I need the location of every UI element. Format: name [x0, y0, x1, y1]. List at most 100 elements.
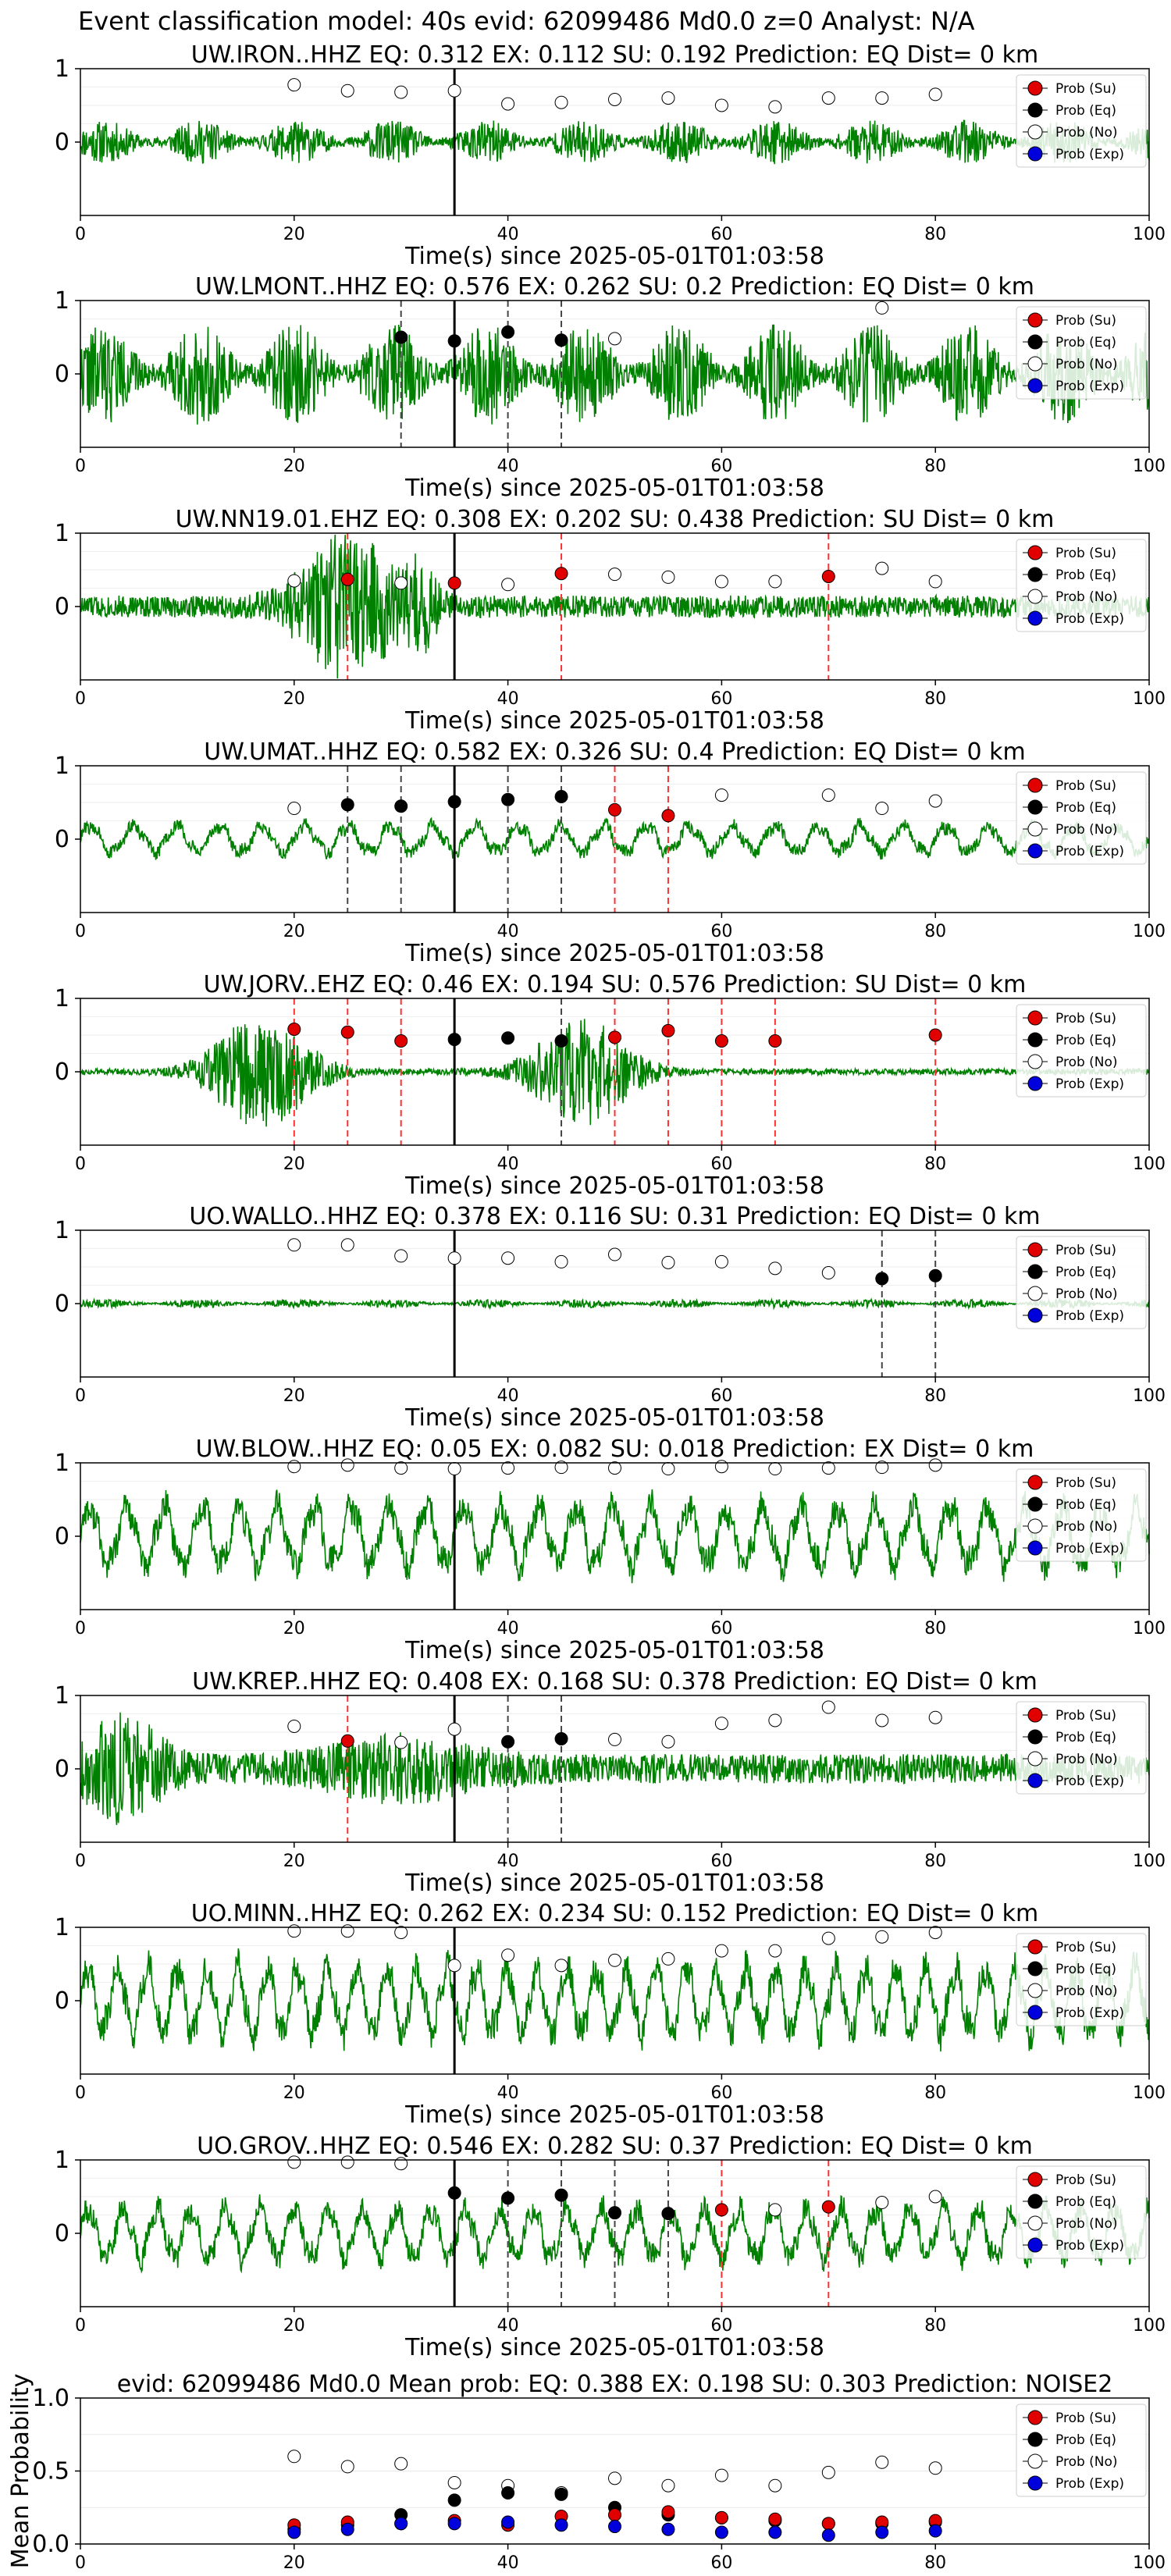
legend-marker-su [1027, 1475, 1043, 1490]
legend-marker-no [1027, 1983, 1043, 1998]
panel-title: UW.NN19.01.EHZ EQ: 0.308 EX: 0.202 SU: 0… [176, 506, 1055, 533]
prob-point-no [714, 1717, 728, 1731]
legend-box [1016, 1933, 1147, 2026]
prob-point-no [768, 575, 782, 589]
mean-point-eq [501, 2486, 515, 2500]
legend-marker-su [1027, 1939, 1043, 1955]
legend-marker-eq [1027, 567, 1043, 582]
y-tick-label: 1 [55, 1914, 69, 1941]
legend-label: Prob (No) [1055, 822, 1118, 838]
prob-point-no [501, 578, 515, 592]
mean-point-exp [340, 2522, 354, 2536]
x-tick-label: 80 [924, 1155, 946, 1174]
prob-point-eq [340, 798, 354, 812]
legend-label: Prob (Su) [1055, 1940, 1116, 1955]
x-tick-label: 100 [1133, 225, 1166, 244]
legend-label: Prob (Exp) [1055, 611, 1124, 627]
legend-label: Prob (Su) [1055, 1475, 1116, 1491]
panel-title: evid: 62099486 Md0.0 Mean prob: EQ: 0.38… [117, 2371, 1113, 2398]
x-tick-label: 40 [497, 2316, 519, 2336]
prob-point-eq [661, 2207, 675, 2221]
legend-marker-exp [1027, 1308, 1043, 1323]
legend-marker-eq [1027, 1032, 1043, 1048]
legend-marker-no [1027, 1054, 1043, 1069]
y-tick-label: 0.5 [32, 2458, 69, 2485]
legend-marker-su [1027, 1010, 1043, 1026]
prob-point-no [661, 91, 675, 105]
prob-point-no [768, 1713, 782, 1727]
x-axis-label: Time(s) since 2025-05-01T01:03:58 [404, 707, 824, 735]
x-tick-label: 100 [1133, 2553, 1166, 2573]
legend-marker-no [1027, 1518, 1043, 1534]
prob-point-no [875, 561, 889, 575]
legend-marker-su [1027, 777, 1043, 793]
legend-label: Prob (Exp) [1055, 1076, 1124, 1092]
plot-frame [80, 68, 1150, 216]
mean-point-exp [287, 2525, 301, 2539]
mean-point-eq [447, 2493, 461, 2507]
x-tick-label: 40 [497, 2553, 519, 2573]
plot-frame [80, 765, 1150, 913]
x-tick-label: 100 [1133, 1852, 1166, 1871]
plot-frame [80, 300, 1150, 448]
prob-point-no [394, 1249, 408, 1263]
y-tick-label: 1 [55, 753, 69, 780]
prob-point-eq [554, 2188, 568, 2202]
waveform-trace [80, 1297, 1150, 1311]
mean-point-no [714, 2468, 728, 2482]
prob-point-no [821, 1266, 835, 1280]
legend-marker-eq [1027, 799, 1043, 815]
prob-point-eq [501, 792, 515, 806]
x-tick-label: 20 [283, 2083, 305, 2103]
legend-marker-no [1027, 1286, 1043, 1301]
x-tick-label: 20 [283, 2316, 305, 2336]
prob-point-no [447, 1722, 461, 1736]
prob-point-su [447, 576, 461, 590]
plot-frame [80, 998, 1150, 1146]
y-tick-label: 0 [55, 1523, 69, 1550]
legend-marker-no [1027, 589, 1043, 604]
prob-point-no [661, 570, 675, 584]
legend-marker-eq [1027, 102, 1043, 118]
x-tick-label: 40 [497, 922, 519, 941]
prob-point-no [714, 788, 728, 802]
prob-point-eq [447, 2186, 461, 2200]
prob-point-no [287, 1719, 301, 1733]
x-axis-label: Time(s) since 2025-05-01T01:03:58 [404, 2334, 824, 2361]
prob-point-eq [447, 334, 461, 348]
waveform-trace [80, 1712, 1150, 1825]
x-tick-label: 20 [283, 1619, 305, 1638]
prob-point-no [447, 84, 461, 98]
x-tick-label: 0 [75, 1619, 86, 1638]
mean-point-eq [554, 2487, 568, 2501]
prob-point-no [447, 1462, 461, 1476]
legend-marker-su [1027, 1707, 1043, 1723]
x-axis-label: Time(s) since 2025-05-01T01:03:58 [404, 1404, 824, 1432]
legend-label: Prob (Eq) [1055, 1497, 1116, 1513]
x-tick-label: 40 [497, 1619, 519, 1638]
prob-point-no [928, 794, 942, 808]
legend-label: Prob (Eq) [1055, 1265, 1116, 1280]
plot-frame [80, 1462, 1150, 1610]
x-tick-label: 0 [75, 1852, 86, 1871]
prob-point-su [714, 1034, 728, 1048]
prob-point-no [447, 1959, 461, 1973]
y-tick-label: 1 [55, 985, 69, 1012]
mean-point-su [768, 2512, 782, 2526]
prob-point-eq [928, 1268, 942, 1283]
legend-marker-exp [1027, 146, 1043, 162]
legend-label: Prob (Exp) [1055, 1774, 1124, 1789]
x-tick-label: 40 [497, 2083, 519, 2103]
plot-frame [80, 1229, 1150, 1378]
x-tick-label: 40 [497, 1386, 519, 1406]
prob-point-eq [394, 330, 408, 344]
figure-title: Event classification model: 40s evid: 62… [78, 6, 975, 36]
prob-point-no [714, 1254, 728, 1268]
prob-point-su [661, 1023, 675, 1037]
mean-point-exp [501, 2515, 515, 2529]
x-tick-label: 60 [710, 457, 732, 476]
